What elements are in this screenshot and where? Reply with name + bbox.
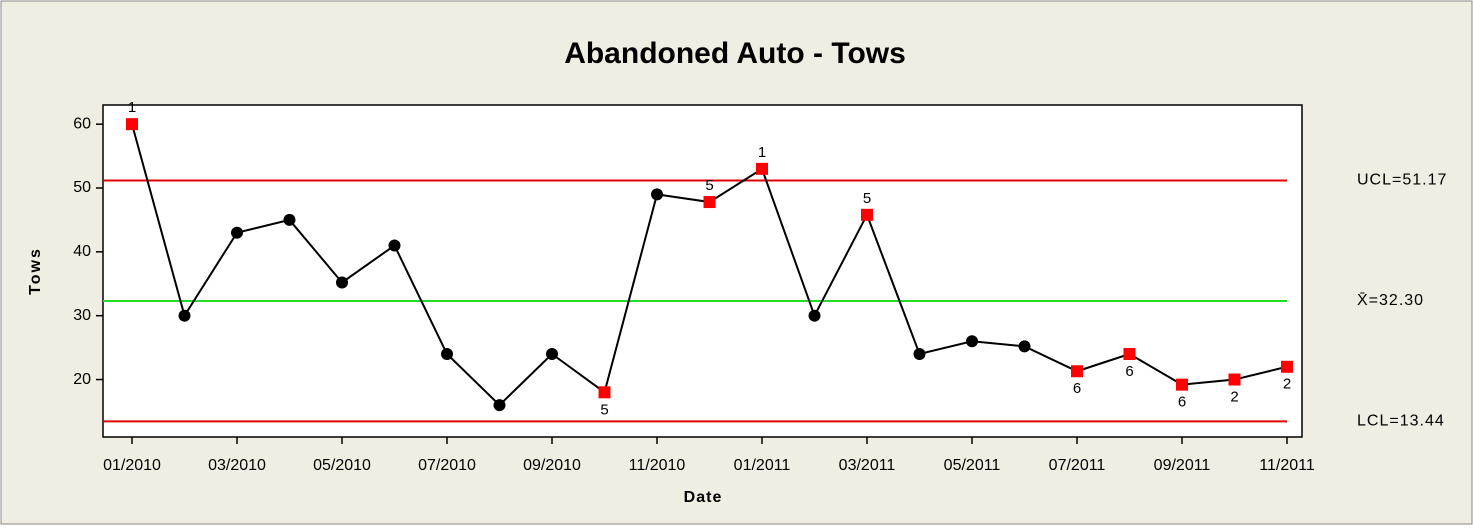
- y-tick-label: 20: [73, 371, 91, 388]
- plot-area: [102, 104, 1303, 438]
- y-tick-label: 60: [73, 115, 91, 132]
- data-point: [1018, 340, 1031, 353]
- x-tick-label: 07/2011: [1049, 457, 1106, 474]
- x-tick-label: 03/2011: [839, 457, 896, 474]
- x-tick-label: 01/2011: [734, 457, 791, 474]
- data-point: [808, 309, 821, 322]
- flag-label: 6: [1178, 394, 1186, 411]
- flag-label: 6: [1125, 363, 1133, 380]
- x-axis-label: Date: [684, 489, 723, 506]
- flagged-point: [861, 208, 873, 221]
- y-tick-label: 40: [73, 243, 91, 260]
- flagged-point: [703, 196, 716, 209]
- x-tick-label: 05/2010: [313, 457, 371, 474]
- flagged-point: [1228, 373, 1241, 386]
- data-point: [178, 309, 191, 322]
- flag-label: 5: [600, 401, 608, 418]
- flagged-point: [756, 162, 768, 175]
- flag-label: 6: [1073, 380, 1081, 397]
- flag-label: 5: [863, 190, 871, 207]
- x-tick-label: 11/2010: [629, 457, 686, 474]
- control-limit-label: UCL=51.17: [1357, 172, 1447, 189]
- y-axis-label: Tows: [27, 247, 44, 295]
- flagged-point: [126, 118, 138, 131]
- flag-label: 2: [1230, 389, 1238, 406]
- flag-label: 1: [128, 99, 136, 116]
- flagged-point: [598, 386, 611, 399]
- data-point: [913, 348, 926, 360]
- flag-label: 5: [705, 177, 713, 194]
- data-point: [546, 348, 558, 360]
- x-tick-label: 09/2011: [1154, 457, 1211, 474]
- flag-label: 2: [1283, 376, 1291, 393]
- data-point: [966, 335, 978, 348]
- x-tick-label: 09/2010: [523, 457, 581, 474]
- data-point: [493, 399, 506, 412]
- x-tick-label: 11/2011: [1259, 457, 1315, 474]
- flagged-point: [1123, 348, 1136, 360]
- x-tick-label: 07/2010: [418, 457, 476, 474]
- data-point: [231, 226, 243, 239]
- x-tick-label: 01/2010: [103, 457, 161, 474]
- y-tick-label: 50: [73, 179, 91, 196]
- data-point: [651, 188, 663, 201]
- data-point: [336, 276, 348, 289]
- flag-label: 1: [758, 144, 766, 161]
- flagged-point: [1176, 378, 1188, 391]
- data-point: [388, 239, 401, 252]
- chart-title: Abandoned Auto - Tows: [564, 37, 906, 70]
- control-limit-label: X̄=32.30: [1357, 292, 1424, 309]
- data-point: [441, 348, 453, 360]
- x-tick-label: 03/2010: [208, 457, 266, 474]
- flagged-point: [1071, 365, 1083, 378]
- data-point: [283, 213, 296, 226]
- x-tick-label: 05/2011: [944, 457, 1001, 474]
- y-tick-label: 30: [73, 307, 91, 324]
- flagged-point: [1281, 360, 1293, 373]
- control-limit-label: LCL=13.44: [1357, 413, 1445, 430]
